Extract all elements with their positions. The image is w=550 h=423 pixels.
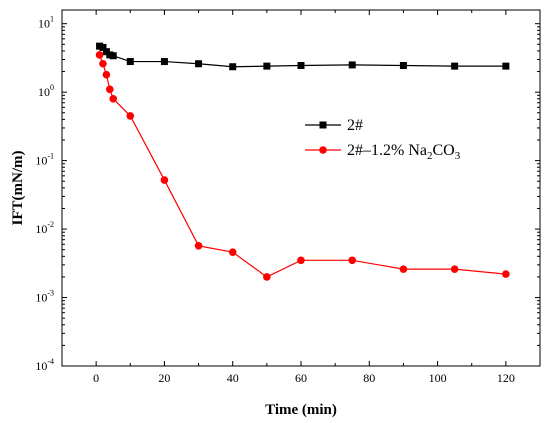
x-axis-title: Time (min) <box>265 402 337 418</box>
series-1-point <box>348 61 356 69</box>
legend-label-2: 2#–1.2% Na2CO3 <box>347 142 461 162</box>
series-1-point <box>160 58 168 66</box>
series-1-point <box>109 52 117 60</box>
series-line-2 <box>98 54 506 278</box>
y-tick-label: 10-4 <box>35 357 54 373</box>
series-2-point <box>160 176 169 184</box>
x-tick-label: 40 <box>227 371 239 385</box>
x-tick-label: 20 <box>158 371 170 385</box>
series-1-point <box>263 62 271 70</box>
x-axis: 0 20 40 60 80 100 120 <box>93 10 515 385</box>
y-tick-label: 10-1 <box>35 152 54 168</box>
x-tick-label: 60 <box>295 371 307 385</box>
series-layer <box>95 42 510 281</box>
series-1-point <box>126 58 134 66</box>
y-tick-label: 101 <box>38 15 54 31</box>
series-2-point <box>95 51 104 59</box>
x-tick-label: 80 <box>363 371 375 385</box>
series-1-point <box>229 63 237 71</box>
legend-marker-1 <box>319 121 327 129</box>
y-tick-label: 10-2 <box>35 220 54 236</box>
series-2-point <box>102 70 111 79</box>
legend-marker-2 <box>319 146 327 154</box>
series-2-point <box>99 59 107 68</box>
x-tick-label: 0 <box>93 371 99 385</box>
series-1-point <box>195 60 203 68</box>
y-axis: 10-4 10-3 10-2 10-1 100 101 <box>35 15 540 373</box>
series-2-point <box>194 241 203 250</box>
series-2-point <box>348 256 357 265</box>
series-2-point <box>106 85 114 94</box>
x-tick-label: 120 <box>497 371 515 385</box>
legend: 2# 2#–1.2% Na2CO3 <box>305 117 461 162</box>
y-tick-label: 100 <box>38 83 54 99</box>
series-2-point <box>109 94 118 103</box>
series-1-point <box>297 62 305 70</box>
series-2-point <box>399 265 408 273</box>
series-2-point <box>450 265 459 273</box>
series-2-point <box>263 273 271 281</box>
y-tick-label: 10-3 <box>35 289 54 305</box>
series-2-point <box>297 256 305 265</box>
series-2-point <box>502 270 510 278</box>
series-1-point <box>399 62 407 70</box>
series-1-point <box>451 62 459 70</box>
x-tick-label: 100 <box>429 371 447 385</box>
series-1-point <box>99 43 107 51</box>
series-1-point <box>502 62 510 70</box>
series-2-point <box>126 112 135 120</box>
y-axis-title: IFT(mN/m) <box>10 151 26 226</box>
series-2-point <box>228 248 237 256</box>
legend-label-1: 2# <box>347 117 363 134</box>
